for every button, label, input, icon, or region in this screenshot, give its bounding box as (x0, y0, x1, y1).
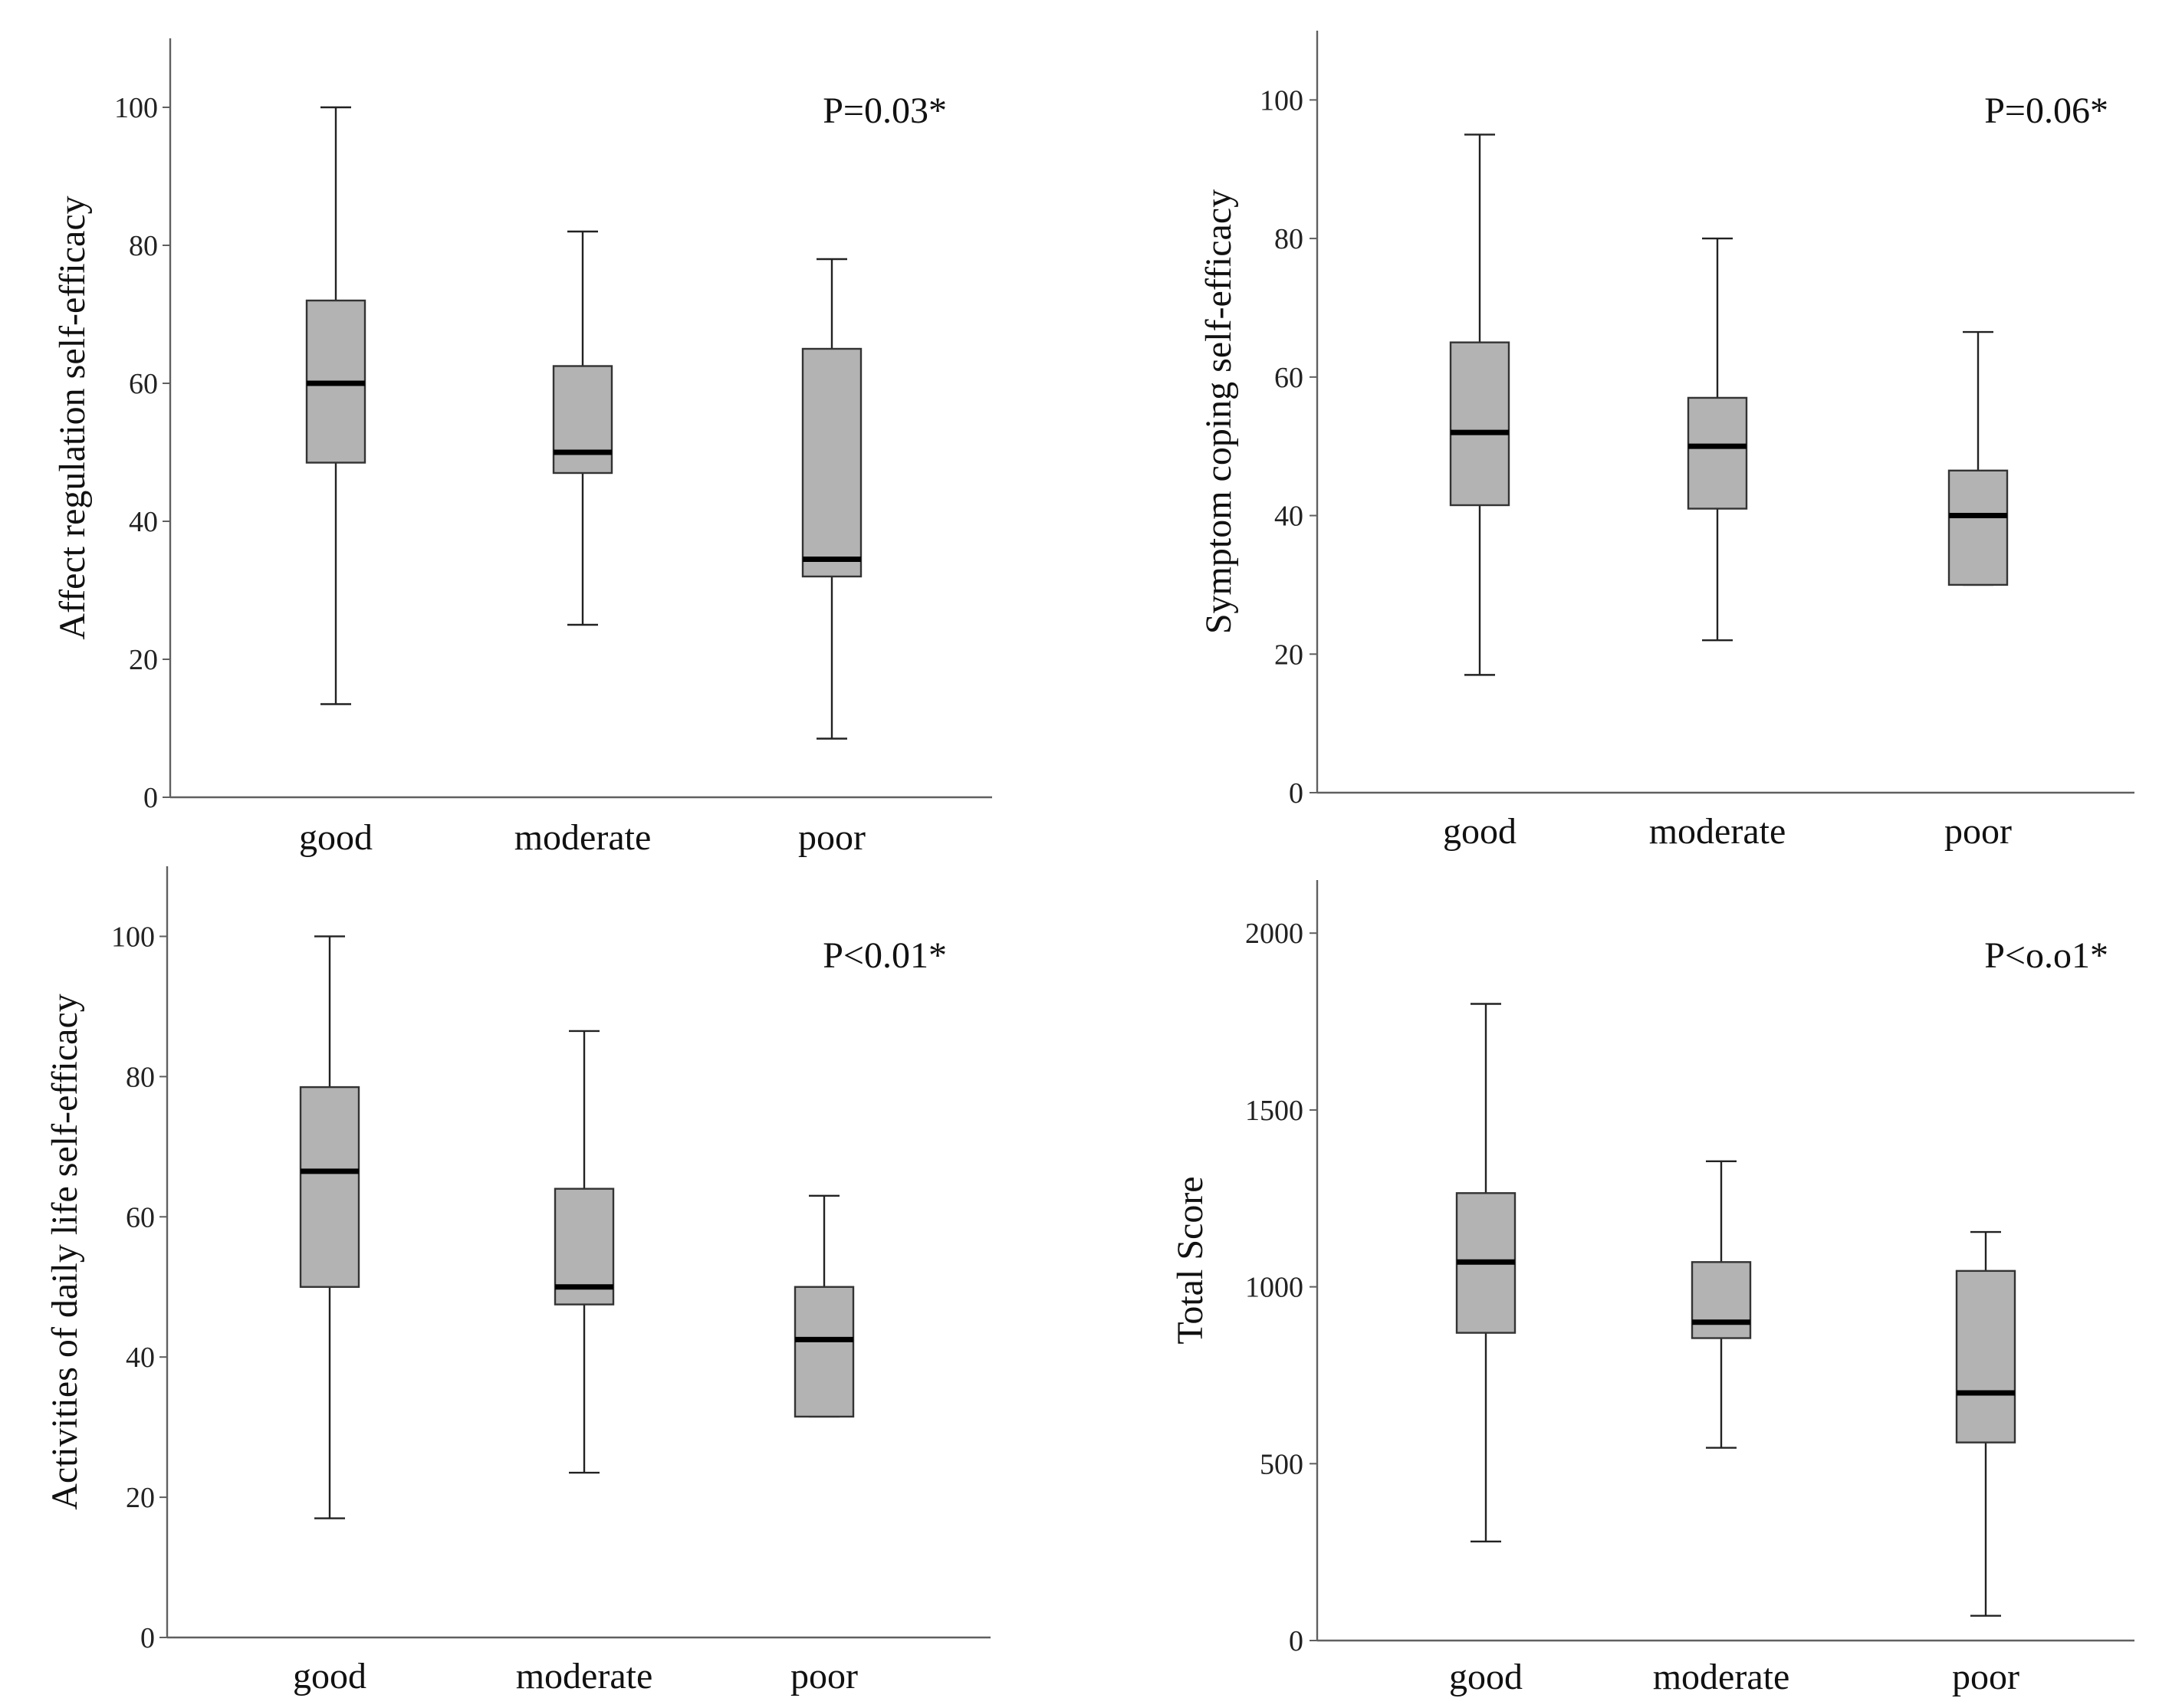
box-poor (794, 1194, 855, 1418)
category-label-moderate: moderate (1653, 1657, 1790, 1697)
y-axis-title: Activities of daily life self-efficacy (44, 994, 85, 1510)
iqr-box (1687, 396, 1748, 510)
y-tick-label: 1000 (1245, 1272, 1303, 1304)
iqr-box (1691, 1261, 1752, 1339)
box-good (305, 106, 366, 705)
category-label-good: good (293, 1656, 366, 1697)
y-tick-label: 60 (1274, 362, 1303, 394)
category-label-moderate: moderate (1649, 811, 1786, 852)
y-tick-label: 0 (1289, 777, 1303, 810)
y-tick-label: 2000 (1245, 918, 1303, 950)
y-tick-label: 0 (140, 1622, 155, 1654)
y-tick-label: 1500 (1245, 1095, 1303, 1127)
iqr-box (794, 1286, 855, 1418)
y-axis-title: Symptom coping self-efficacy (1198, 189, 1239, 634)
p-value-annotation: P=0.03* (823, 90, 947, 131)
iqr-box (1947, 469, 2009, 586)
category-label-good: good (1449, 1657, 1523, 1697)
y-tick-label: 20 (129, 644, 158, 676)
y-tick-label: 20 (126, 1482, 155, 1514)
p-value-annotation: P<0.01* (823, 935, 947, 976)
iqr-box (552, 365, 613, 475)
iqr-box (801, 347, 863, 578)
y-tick-label: 60 (129, 368, 158, 400)
y-tick-label: 80 (129, 230, 158, 262)
p-value-annotation: P=0.06* (1984, 90, 2108, 131)
y-tick-label: 20 (1274, 639, 1303, 671)
category-label-moderate: moderate (516, 1656, 653, 1697)
box-moderate (1687, 237, 1748, 642)
box-moderate (552, 230, 613, 626)
iqr-box (1955, 1270, 2016, 1444)
y-tick-label: 80 (1274, 223, 1303, 255)
box-poor (801, 258, 863, 740)
chart-panel-4: 0 500 1000 1500 2000 Total Score P<o.o1* good mo… (1170, 880, 2134, 1697)
y-tick-label: 40 (126, 1342, 155, 1374)
category-label-poor: poor (798, 817, 866, 858)
y-tick-label: 100 (1260, 84, 1303, 117)
iqr-box (1449, 341, 1510, 507)
box-moderate (554, 1030, 615, 1474)
chart-panel-1: 0 20 40 60 80 100 Affect regulation self-effic… (52, 38, 992, 858)
y-tick-label: 60 (126, 1201, 155, 1233)
chart-panel-2: 0 20 40 60 80 100 Symptom coping self-efficacy… (1198, 31, 2134, 852)
box-poor (1947, 330, 2009, 586)
category-label-poor: poor (1944, 811, 2012, 852)
category-label-poor: poor (790, 1656, 858, 1697)
category-label-good: good (299, 817, 373, 858)
p-value-annotation: P<o.o1* (1984, 935, 2108, 976)
box-good (1449, 133, 1510, 676)
category-label-good: good (1443, 811, 1517, 852)
iqr-box (299, 1086, 360, 1288)
y-tick-label: 40 (1274, 501, 1303, 533)
category-label-poor: poor (1952, 1657, 2019, 1697)
y-tick-label: 500 (1260, 1448, 1303, 1480)
y-tick-label: 0 (1289, 1625, 1303, 1657)
y-tick-label: 100 (111, 921, 155, 953)
box-poor (1955, 1230, 2016, 1617)
box-good (299, 935, 360, 1519)
y-axis-title: Affect regulation self-efficacy (52, 195, 93, 639)
y-tick-label: 100 (114, 92, 158, 124)
box-moderate (1691, 1160, 1752, 1449)
y-tick-label: 40 (129, 506, 158, 538)
y-axis-title: Total Score (1170, 1176, 1211, 1344)
chart-panel-3: 0 20 40 60 80 100 Activities of daily life sel… (44, 866, 991, 1697)
y-tick-label: 0 (143, 782, 158, 814)
y-tick-label: 80 (126, 1061, 155, 1093)
category-label-moderate: moderate (514, 817, 652, 858)
box-good (1455, 1003, 1517, 1543)
